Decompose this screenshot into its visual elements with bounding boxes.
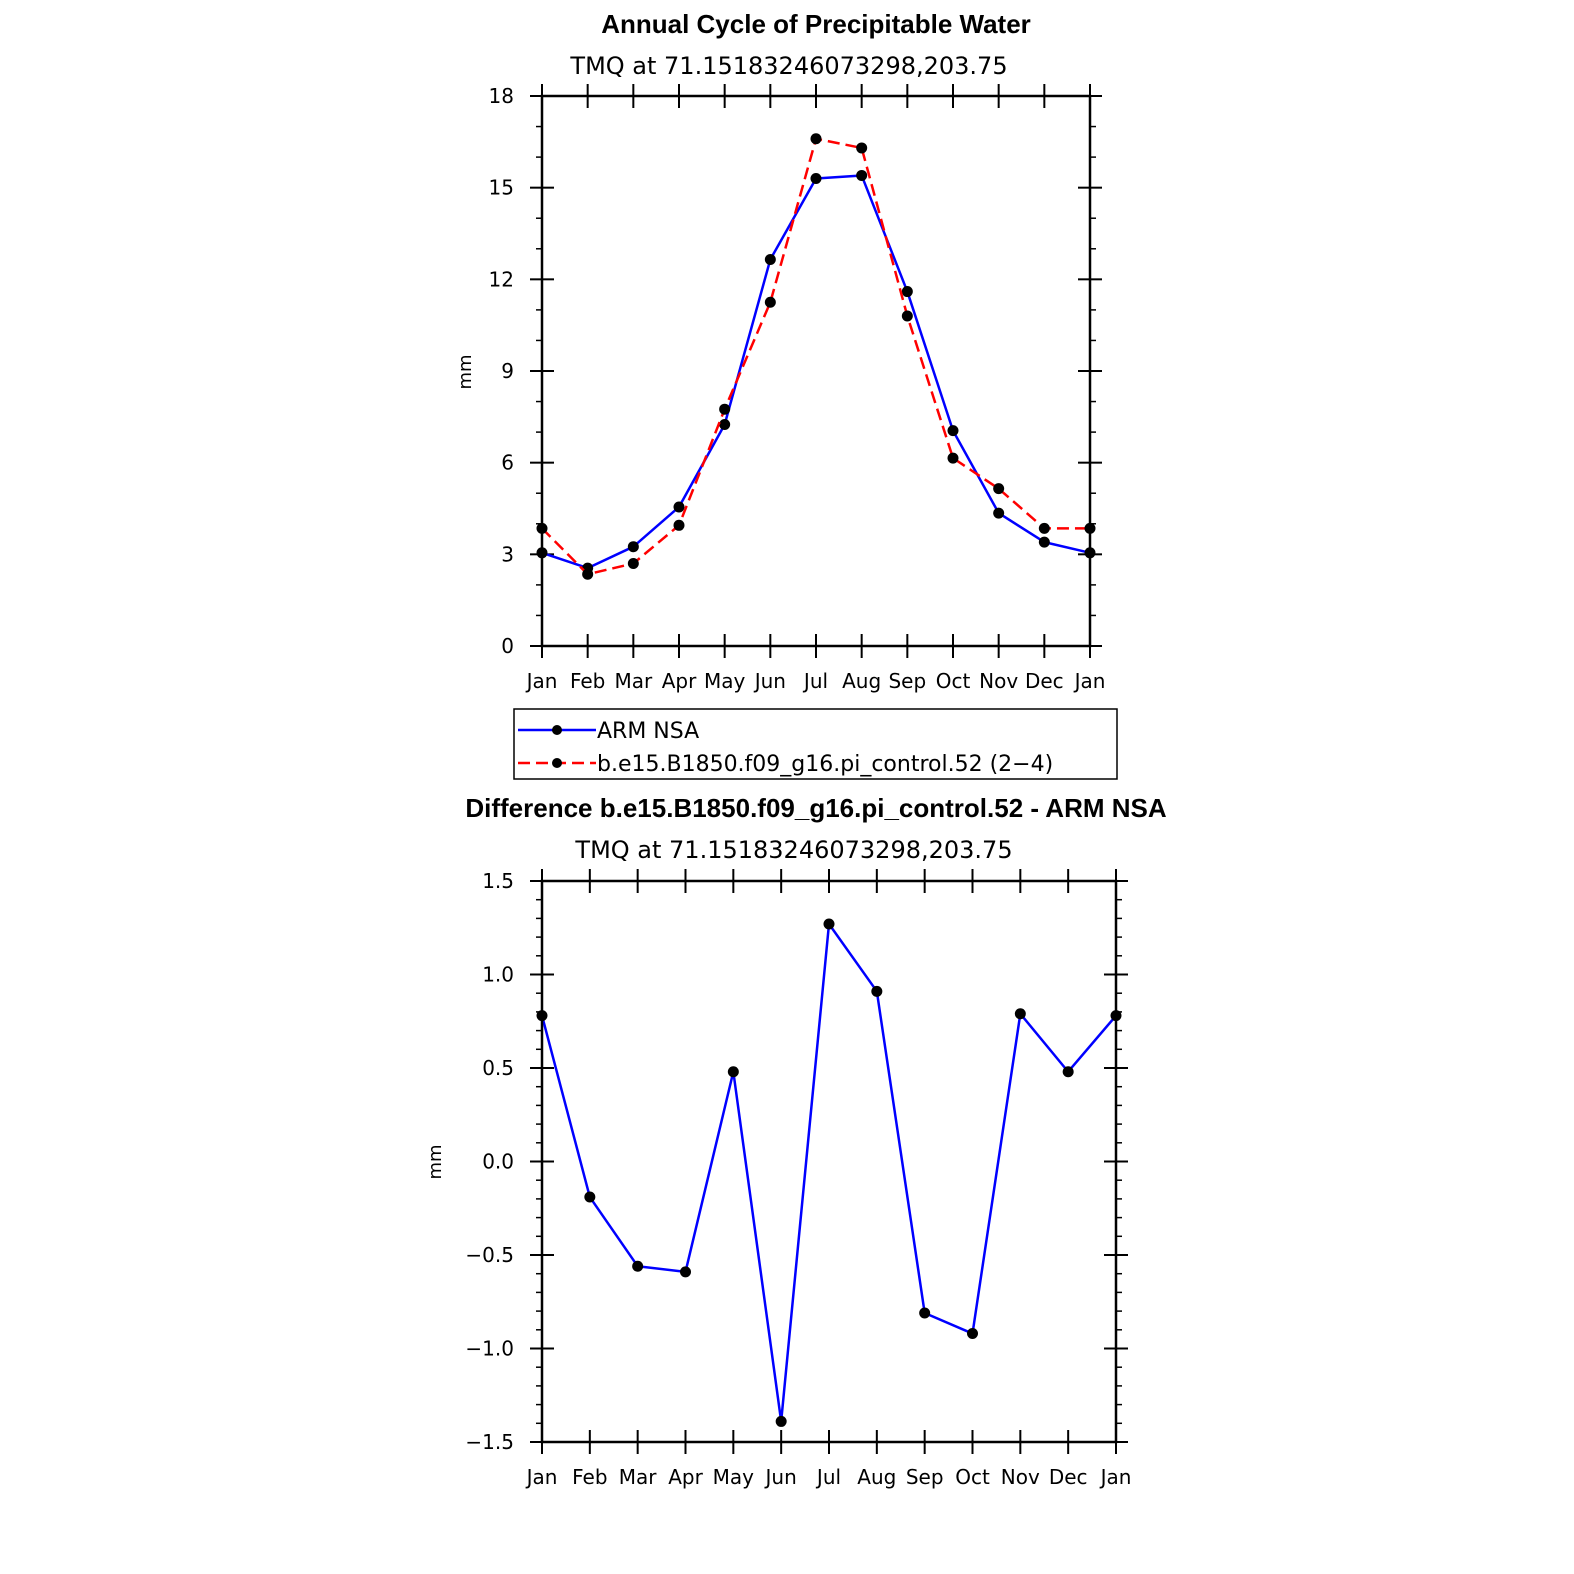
axis-ticks xyxy=(530,869,1128,1454)
series-line-0 xyxy=(541,174,1091,570)
x-tick-label: May xyxy=(713,1465,755,1489)
chart-subtitle: TMQ at 71.15183246073298,203.75 xyxy=(569,52,1007,80)
x-tick-label: Nov xyxy=(1001,1465,1040,1489)
x-tick-label: Feb xyxy=(572,1465,607,1489)
x-tick-label: Dec xyxy=(1049,1465,1088,1489)
x-tick-label: Jan xyxy=(1099,1465,1132,1489)
data-point xyxy=(856,169,868,181)
legend-marker-arm-nsa xyxy=(552,725,562,735)
x-tick-label: Sep xyxy=(888,669,926,693)
x-tick-label: Feb xyxy=(570,669,605,693)
series-group xyxy=(536,918,1122,1427)
data-point xyxy=(764,296,776,308)
data-point xyxy=(993,507,1005,519)
difference-chart: Difference b.e15.B1850.f09_g16.pi_contro… xyxy=(425,793,1167,1489)
y-tick-label: 18 xyxy=(489,84,514,108)
data-point xyxy=(1038,522,1050,534)
data-point xyxy=(919,1307,931,1319)
data-point xyxy=(901,286,913,298)
series-group xyxy=(536,133,1096,580)
data-point xyxy=(719,403,731,415)
y-tick-label: 0.0 xyxy=(482,1150,514,1174)
tick-labels: −1.5 −1.0 −0.5 0.0 0.5 1.0 1.5 Jan Feb Mar Apr May J… xyxy=(465,869,1131,1489)
data-point xyxy=(680,1266,691,1278)
data-point xyxy=(719,418,731,430)
data-point xyxy=(993,483,1005,495)
y-axis-label: mm xyxy=(455,354,476,389)
x-tick-label: Apr xyxy=(662,669,697,693)
chart-subtitle: TMQ at 71.15183246073298,203.75 xyxy=(574,836,1012,864)
x-tick-label: Jul xyxy=(815,1465,841,1489)
legend-box xyxy=(513,708,1118,780)
y-tick-label: 0 xyxy=(501,634,514,658)
y-tick-label: 12 xyxy=(489,267,514,291)
data-point xyxy=(1062,1066,1074,1078)
legend-label-model: b.e15.B1850.f09_g16.pi_control.52 (2−4) xyxy=(597,752,1053,777)
tick-labels: 0 3 6 9 12 15 18 Jan Feb Mar Apr May Jun Jul Aug Sep Oct… xyxy=(489,84,1106,693)
y-axis-label: mm xyxy=(425,1144,446,1179)
data-point xyxy=(947,425,959,437)
data-point xyxy=(727,1066,739,1078)
plot-frame xyxy=(540,94,1092,648)
data-point xyxy=(823,918,835,930)
x-tick-label: Nov xyxy=(979,669,1018,693)
x-tick-label: Jun xyxy=(753,669,786,693)
y-tick-label: −0.5 xyxy=(465,1243,514,1267)
data-point xyxy=(1014,1008,1026,1020)
x-tick-label: Jul xyxy=(802,669,828,693)
x-tick-label: Oct xyxy=(936,669,971,693)
annual-cycle-chart: Annual Cycle of Precipitable Water TMQ a… xyxy=(455,9,1105,693)
x-tick-label: Oct xyxy=(955,1465,990,1489)
series-line-0 xyxy=(540,922,1117,1423)
data-point xyxy=(632,1260,644,1272)
y-tick-label: 6 xyxy=(501,451,514,475)
data-point xyxy=(582,568,594,580)
axis-ticks xyxy=(530,84,1102,658)
data-point xyxy=(627,558,639,569)
y-tick-label: 15 xyxy=(489,176,514,200)
y-tick-label: 1.5 xyxy=(482,869,514,893)
x-tick-label: Sep xyxy=(906,1465,944,1489)
data-point xyxy=(901,310,913,322)
data-point xyxy=(810,173,822,184)
x-tick-label: Mar xyxy=(614,669,653,693)
legend-marker-model xyxy=(552,758,562,768)
x-tick-label: Dec xyxy=(1025,669,1064,693)
x-tick-label: Aug xyxy=(857,1465,896,1489)
data-point xyxy=(967,1328,978,1340)
y-tick-label: 9 xyxy=(501,359,514,383)
data-point xyxy=(810,133,822,145)
legend: ARM NSA b.e15.B1850.f09_g16.pi_control.5… xyxy=(513,708,1118,780)
data-point xyxy=(764,253,776,265)
data-point xyxy=(871,985,883,997)
y-tick-label: −1.5 xyxy=(465,1430,514,1454)
data-point xyxy=(1038,536,1050,548)
data-point xyxy=(627,541,639,553)
chart-title: Difference b.e15.B1850.f09_g16.pi_contro… xyxy=(465,793,1167,823)
x-tick-label: Apr xyxy=(668,1465,703,1489)
x-tick-label: Jun xyxy=(764,1465,797,1489)
legend-label-arm-nsa: ARM NSA xyxy=(597,719,699,744)
x-tick-label: Jan xyxy=(1073,669,1106,693)
x-tick-label: Mar xyxy=(619,1465,658,1489)
x-tick-label: Jan xyxy=(525,1465,558,1489)
plot-frame xyxy=(540,879,1118,1444)
data-point xyxy=(856,142,868,154)
chart-title: Annual Cycle of Precipitable Water xyxy=(601,9,1031,39)
series-line-1 xyxy=(541,137,1090,576)
data-point xyxy=(775,1415,787,1427)
data-point xyxy=(673,501,685,513)
x-tick-label: Jan xyxy=(525,669,558,693)
y-tick-label: 1.0 xyxy=(482,963,514,987)
data-point xyxy=(584,1191,596,1203)
x-tick-label: May xyxy=(704,669,746,693)
data-point xyxy=(947,452,959,464)
y-tick-label: 3 xyxy=(501,542,514,566)
y-tick-label: −1.0 xyxy=(465,1337,514,1361)
y-tick-label: 0.5 xyxy=(482,1056,514,1080)
data-point xyxy=(673,519,685,531)
x-tick-label: Aug xyxy=(842,669,881,693)
